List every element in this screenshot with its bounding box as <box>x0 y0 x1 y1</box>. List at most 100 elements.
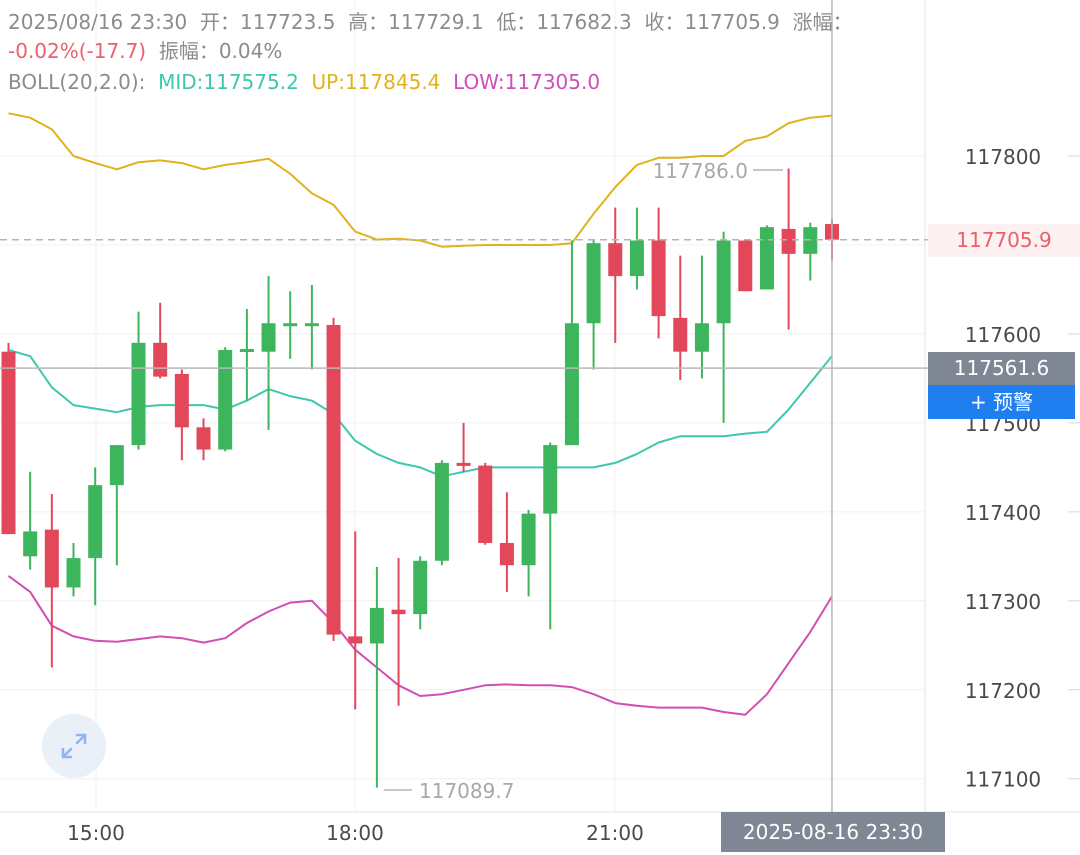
candle-body <box>716 240 731 324</box>
last-price-label: 117705.9 <box>928 224 1080 257</box>
candle <box>153 302 168 379</box>
candle-body <box>218 349 233 450</box>
candle-body <box>369 607 384 644</box>
candle-body <box>586 243 601 324</box>
add-alert-button[interactable]: + 预警 <box>928 385 1075 419</box>
candle-body <box>348 636 363 644</box>
candle-body <box>434 462 449 561</box>
candle <box>413 556 428 630</box>
amplitude-label: 振幅： <box>158 39 219 63</box>
candle-body <box>88 485 103 559</box>
high-label: 高： <box>348 10 389 34</box>
time-axis: 15:00 18:00 21:00 <box>67 821 644 845</box>
candle-body <box>283 323 298 327</box>
close-value: 117705.9 <box>684 10 780 34</box>
open-value: 117723.5 <box>240 10 336 34</box>
price-tick-label: 117200 <box>965 679 1041 703</box>
boll-low-label: LOW: <box>453 70 505 94</box>
boll-mid-label: MID: <box>158 70 204 94</box>
candle <box>673 255 688 381</box>
boll-bands <box>7 112 833 716</box>
guide-lines <box>0 0 928 812</box>
candle <box>196 418 211 461</box>
candle <box>304 284 319 370</box>
candle <box>586 240 601 370</box>
price-tick-label: 117300 <box>965 590 1041 614</box>
candle-body <box>326 325 341 635</box>
candle-body <box>66 558 81 588</box>
candle-body <box>413 560 428 615</box>
candle <box>564 240 579 446</box>
price-tick-label: 117400 <box>965 501 1041 525</box>
boll-up-value: 117845.4 <box>344 70 441 94</box>
candle <box>499 492 514 592</box>
candle <box>348 531 363 710</box>
candle-body <box>174 373 189 428</box>
candle-body <box>456 462 471 466</box>
time-tick-label: 15:00 <box>67 821 125 845</box>
time-tick-label: 18:00 <box>326 821 384 845</box>
candle <box>369 566 384 788</box>
candle-body <box>521 513 536 566</box>
boll-header: BOLL(20,2.0): MID:117575.2 UP:117845.4 L… <box>8 68 600 97</box>
candle <box>218 347 233 452</box>
candle <box>239 309 254 401</box>
candle-body <box>153 342 168 377</box>
candle-body <box>23 531 38 557</box>
close-label: 收： <box>644 10 685 34</box>
candle-body <box>759 227 774 290</box>
boll-up-line <box>8 112 833 248</box>
low-marker-label: 117089.7 <box>419 779 514 803</box>
candle-body <box>803 227 818 254</box>
candle <box>261 276 276 430</box>
time-tick-label: 21:00 <box>586 821 644 845</box>
candle <box>716 231 731 423</box>
candle <box>23 471 38 570</box>
crosshair-time-label: 2025-08-16 23:30 <box>721 812 945 852</box>
candle-body <box>499 542 514 566</box>
candle <box>326 317 341 641</box>
change-label: 涨幅： <box>792 10 853 34</box>
candle-body <box>543 445 558 514</box>
candle <box>283 291 298 359</box>
high-marker-label: 117786.0 <box>653 159 748 183</box>
candle-body <box>694 323 709 352</box>
candle <box>738 240 753 292</box>
candle-body <box>239 349 254 353</box>
candle <box>1 342 16 535</box>
candle <box>131 311 146 450</box>
change-value: -0.02%(-17.7) <box>8 39 147 63</box>
header-datetime: 2025/08/16 23:30 <box>8 10 188 34</box>
candle <box>88 467 103 606</box>
candle-body <box>109 445 124 486</box>
candle-body <box>738 240 753 292</box>
boll-label: BOLL(20,2.0): <box>8 70 146 94</box>
boll-up-label: UP: <box>311 70 345 94</box>
boll-mid-line <box>8 348 833 478</box>
candle <box>608 207 623 343</box>
candle <box>174 369 189 461</box>
boll-low-value: 117305.0 <box>504 70 601 94</box>
candle-body <box>781 228 796 254</box>
boll-low-line <box>7 575 833 716</box>
candle-body <box>629 240 644 277</box>
candle <box>629 207 644 290</box>
extreme-markers: 117786.0 117089.7 <box>384 159 783 803</box>
candle-body <box>651 240 666 317</box>
high-value: 117729.1 <box>388 10 484 34</box>
candle <box>521 510 536 597</box>
candle-body <box>564 323 579 446</box>
candle-body <box>44 529 59 588</box>
candle <box>456 422 471 472</box>
candle-body <box>1 351 16 535</box>
candle <box>44 494 59 668</box>
price-tick-label: 117100 <box>965 768 1041 792</box>
candles <box>1 168 839 788</box>
low-label: 低： <box>496 10 537 34</box>
candle <box>66 542 81 597</box>
candle-body <box>391 609 406 615</box>
ohlc-header-cont: -0.02%(-17.7) 振幅：0.04% <box>8 37 282 66</box>
ohlc-header: 2025/08/16 23:30 开：117723.5 高：117729.1 低… <box>8 8 853 37</box>
expand-button[interactable] <box>42 714 106 778</box>
